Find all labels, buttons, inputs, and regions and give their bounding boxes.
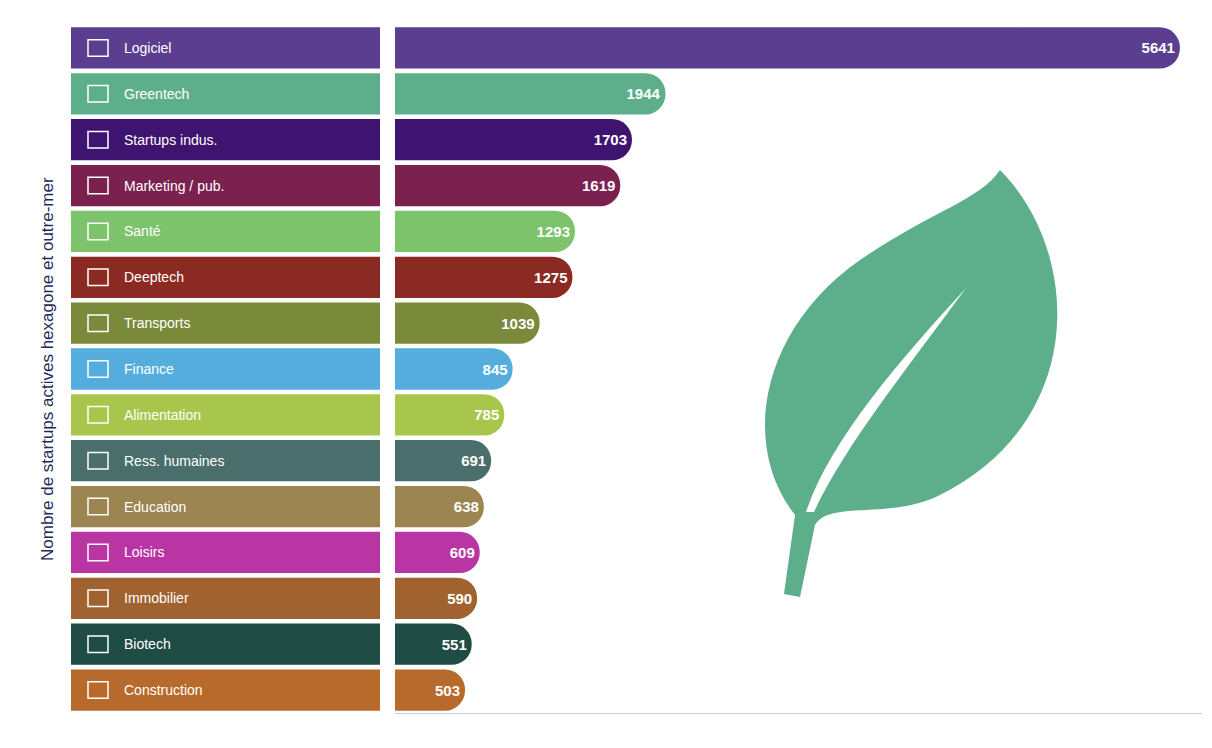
svg-text:5641: 5641 (1142, 39, 1175, 56)
svg-text:609: 609 (450, 544, 475, 561)
svg-text:1703: 1703 (594, 131, 627, 148)
svg-text:Ress. humaines: Ress. humaines (124, 453, 224, 469)
svg-text:Nombre de startups actives hex: Nombre de startups actives hexagone et o… (38, 177, 57, 561)
svg-text:Immobilier: Immobilier (124, 590, 189, 606)
svg-text:1293: 1293 (537, 223, 570, 240)
svg-text:Deeptech: Deeptech (124, 269, 184, 285)
svg-text:Transports: Transports (124, 315, 190, 331)
svg-text:Startups indus.: Startups indus. (124, 132, 217, 148)
svg-text:691: 691 (461, 452, 486, 469)
svg-text:1619: 1619 (582, 177, 615, 194)
svg-text:Finance: Finance (124, 361, 174, 377)
svg-text:1944: 1944 (627, 85, 661, 102)
svg-text:Biotech: Biotech (124, 636, 171, 652)
svg-text:Greentech: Greentech (124, 86, 189, 102)
svg-text:638: 638 (454, 498, 479, 515)
svg-text:845: 845 (483, 361, 508, 378)
svg-text:Logiciel: Logiciel (124, 40, 171, 56)
svg-text:Santé: Santé (124, 223, 161, 239)
svg-text:551: 551 (442, 636, 467, 653)
svg-text:590: 590 (447, 590, 472, 607)
svg-text:503: 503 (435, 682, 460, 699)
svg-text:Marketing / pub.: Marketing / pub. (124, 178, 224, 194)
svg-text:1275: 1275 (534, 269, 567, 286)
svg-text:785: 785 (474, 406, 499, 423)
svg-text:Loisirs: Loisirs (124, 544, 164, 560)
svg-text:Alimentation: Alimentation (124, 407, 201, 423)
svg-text:1039: 1039 (501, 315, 534, 332)
svg-text:Education: Education (124, 499, 186, 515)
svg-text:Construction: Construction (124, 682, 203, 698)
